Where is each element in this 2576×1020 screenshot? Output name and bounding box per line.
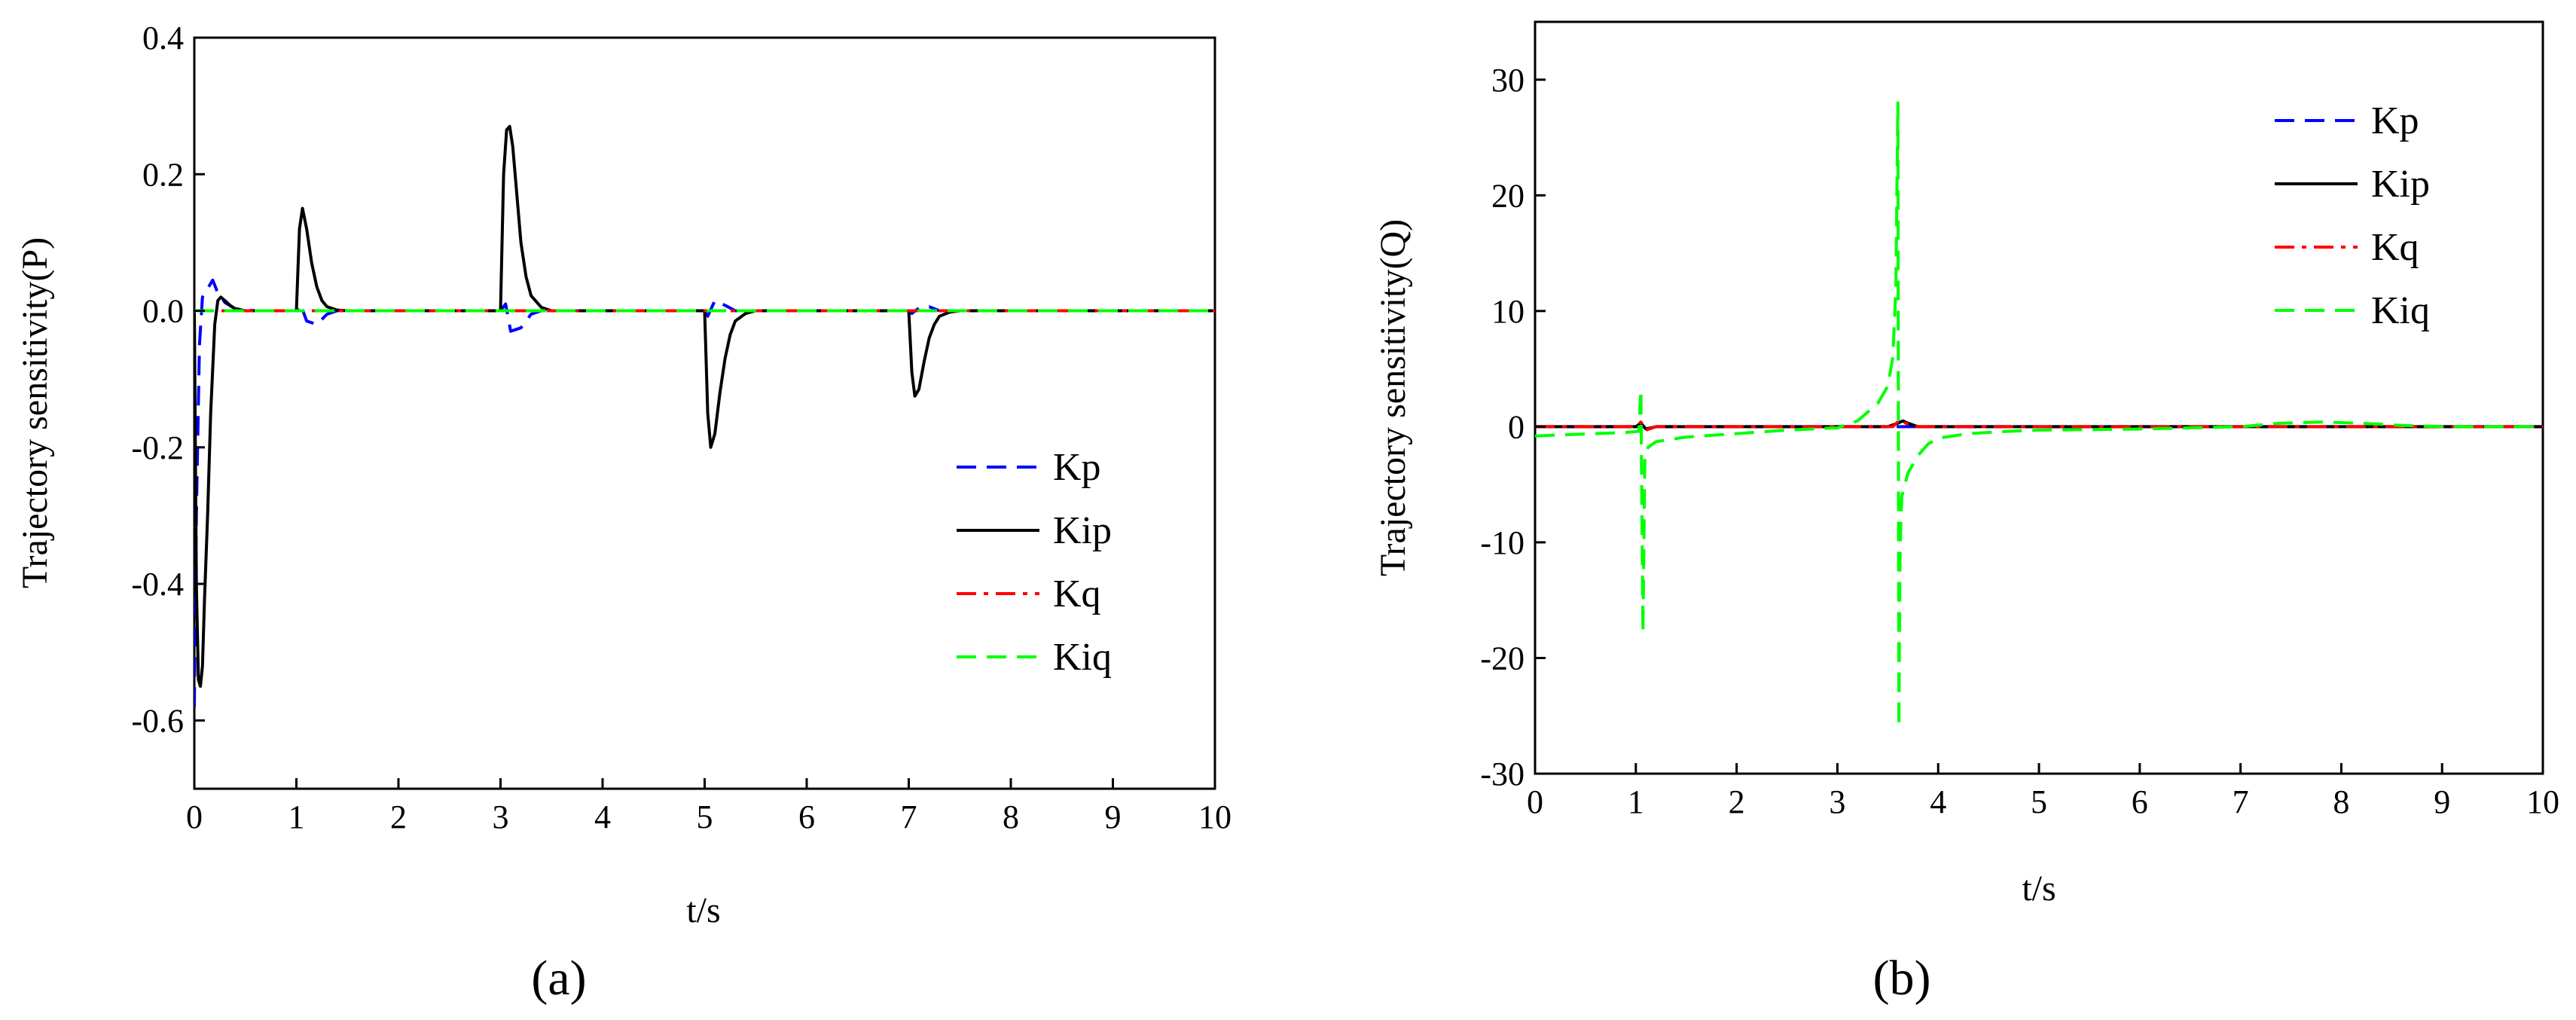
panel-b-chart: -30 -20 -10 0 10 20 30 0 1 2 3 4 5 6 7 8 9 10 Trajectory… [1373,20,2559,1006]
series-line-kiq [1535,101,2543,729]
panel-b-x-ticks: 0 1 2 3 4 5 6 7 8 9 10 [1527,763,2559,820]
x-tick-label: 7 [2233,783,2249,820]
x-tick-label: 5 [2031,783,2047,820]
panel-a-label: (a) [531,951,586,1006]
legend-label-kiq: Kiq [1053,636,1112,679]
y-tick-label: 20 [1491,177,1525,214]
y-tick-label: -30 [1480,756,1525,792]
y-tick-label: 0.4 [142,20,184,56]
legend-label-kq: Kq [2371,226,2419,269]
x-tick-label: 0 [186,799,203,835]
panel-a-legend: Kp Kip Kq Kiq [957,446,1112,679]
y-tick-label: -20 [1480,640,1525,676]
x-tick-label: 8 [1003,799,1019,835]
panel-b-label: (b) [1873,951,1931,1006]
x-tick-label: 5 [697,799,713,835]
x-tick-label: 2 [390,799,407,835]
panel-a-y-ticks: -0.6 -0.4 -0.2 0.0 0.2 0.4 [131,20,205,739]
legend-label-kip: Kip [1053,509,1112,552]
x-tick-label: 1 [288,799,305,835]
legend-label-kip: Kip [2371,163,2430,206]
x-tick-label: 0 [1527,783,1543,820]
x-tick-label: 6 [2132,783,2148,820]
y-tick-label: 30 [1491,62,1525,99]
x-tick-label: 3 [1829,783,1845,820]
legend-label-kp: Kp [2371,99,2419,142]
legend-label-kp: Kp [1053,446,1101,489]
series-line-kip [194,124,1215,688]
x-tick-label: 4 [1930,783,1946,820]
y-tick-label: 0.0 [142,293,184,330]
x-tick-label: 9 [2434,783,2450,820]
y-tick-label: -0.6 [131,702,184,739]
panel-a-xlabel: t/s [686,890,720,930]
y-tick-label: -0.4 [131,566,184,603]
y-tick-label: 0.2 [142,156,184,193]
panel-b-y-ticks: -30 -20 -10 0 10 20 30 [1480,62,1546,792]
panel-a-series-layer [194,124,1215,707]
panel-b-ylabel: Trajectory sensitivity(Q) [1373,219,1413,576]
y-tick-label: -10 [1480,524,1525,561]
x-tick-label: 4 [594,799,611,835]
x-tick-label: 9 [1105,799,1122,835]
x-tick-label: 8 [2333,783,2349,820]
legend-label-kq: Kq [1053,573,1101,615]
x-tick-label: 10 [2526,783,2559,820]
x-tick-label: 2 [1729,783,1745,820]
panel-a-x-ticks: 0 1 2 3 4 5 6 7 8 9 10 [186,778,1232,835]
x-tick-label: 3 [493,799,509,835]
series-line-kq [1535,418,2543,432]
x-tick-label: 10 [1198,799,1232,835]
panel-b-xlabel: t/s [2022,869,2056,909]
panel-a-ylabel: Trajectory sensitivity(P) [15,237,55,588]
y-tick-label: 0 [1508,408,1525,445]
x-tick-label: 6 [798,799,815,835]
y-tick-label: -0.2 [131,429,184,466]
x-tick-label: 1 [1628,783,1644,820]
legend-label-kiq: Kiq [2371,289,2430,332]
panel-b-legend: Kp Kip Kq Kiq [2275,99,2430,332]
x-tick-label: 7 [901,799,917,835]
panel-a-chart: -0.6 -0.4 -0.2 0.0 0.2 0.4 0 1 2 3 4 5 6 7 8 9 10 Traje… [15,20,1232,1006]
y-tick-label: 10 [1491,293,1525,330]
panel-b-series-layer [1535,101,2543,729]
